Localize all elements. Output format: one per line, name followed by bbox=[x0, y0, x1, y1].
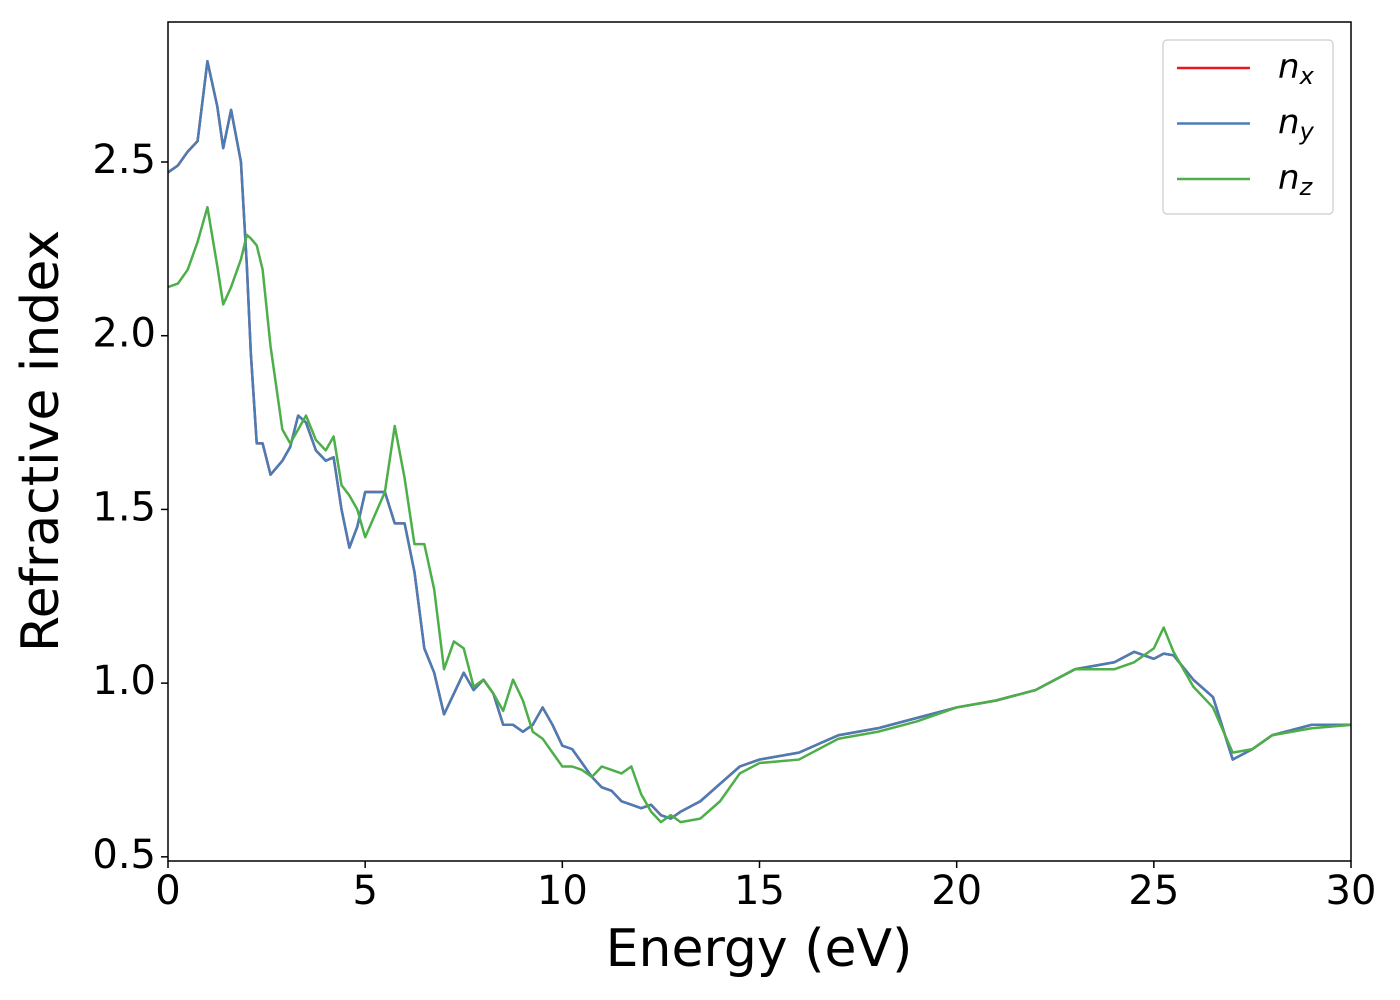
y-axis-label: Refractive index bbox=[11, 230, 71, 652]
series-line bbox=[168, 205, 1351, 824]
plot-frame bbox=[167, 21, 1352, 862]
legend-label: ny bbox=[1278, 102, 1315, 146]
x-tick-label: 5 bbox=[352, 868, 377, 914]
x-tick-label: 25 bbox=[1128, 868, 1179, 914]
y-tick-label: 1.0 bbox=[92, 658, 156, 704]
x-tick-label: 20 bbox=[931, 868, 982, 914]
legend-label: nx bbox=[1278, 47, 1315, 91]
legend-box bbox=[1162, 39, 1334, 215]
x-axis-label: Energy (eV) bbox=[606, 919, 913, 979]
x-tick-label: 30 bbox=[1326, 868, 1377, 914]
y-tick-label: 2.5 bbox=[92, 137, 156, 183]
y-tick-label: 0.5 bbox=[92, 832, 156, 878]
legend-label: nz bbox=[1278, 158, 1314, 202]
x-tick-label: 15 bbox=[734, 868, 785, 914]
x-tick-label: 0 bbox=[155, 868, 180, 914]
x-tick-label: 10 bbox=[537, 868, 588, 914]
y-tick-label: 2.0 bbox=[92, 311, 156, 357]
y-tick-label: 1.5 bbox=[92, 484, 156, 530]
